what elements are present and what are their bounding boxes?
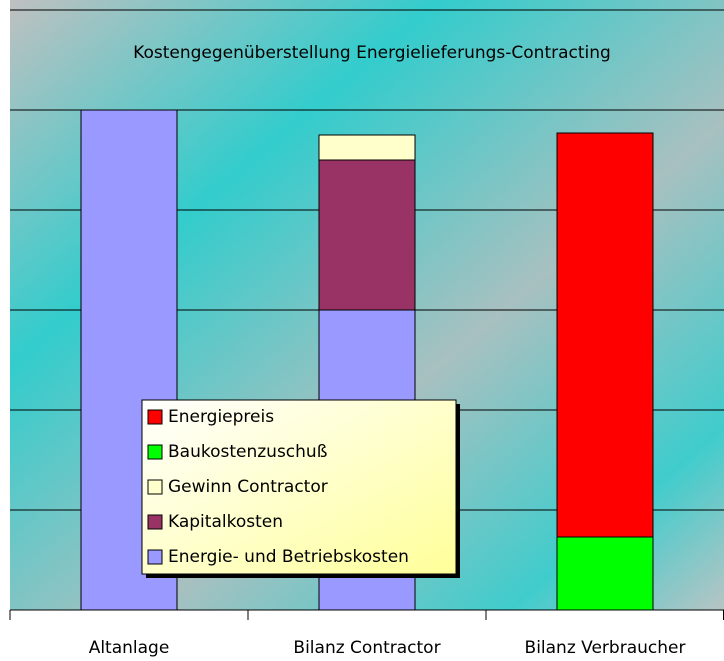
- x-tick-label: Altanlage: [89, 638, 170, 658]
- legend-swatch: [147, 444, 163, 460]
- chart-title: Kostengegenüberstellung Energielieferung…: [133, 43, 611, 63]
- legend-swatch: [147, 479, 163, 495]
- legend-label: Gewinn Contractor: [168, 477, 328, 497]
- legend-swatch: [147, 409, 163, 425]
- legend-swatch: [147, 549, 163, 565]
- bar-segment: [318, 159, 416, 311]
- legend-label: Energie- und Betriebskosten: [168, 547, 409, 567]
- bar-segment: [556, 132, 654, 538]
- legend-label: Baukostenzuschuß: [168, 442, 327, 462]
- x-tick-label: Bilanz Contractor: [293, 638, 440, 658]
- legend: [141, 399, 457, 575]
- bar-segment: [318, 134, 416, 161]
- bar-segment: [556, 536, 654, 611]
- x-tick-label: Bilanz Verbraucher: [525, 638, 686, 658]
- legend-label: Energiepreis: [168, 407, 274, 427]
- legend-swatch: [147, 514, 163, 530]
- legend-label: Kapitalkosten: [168, 512, 283, 532]
